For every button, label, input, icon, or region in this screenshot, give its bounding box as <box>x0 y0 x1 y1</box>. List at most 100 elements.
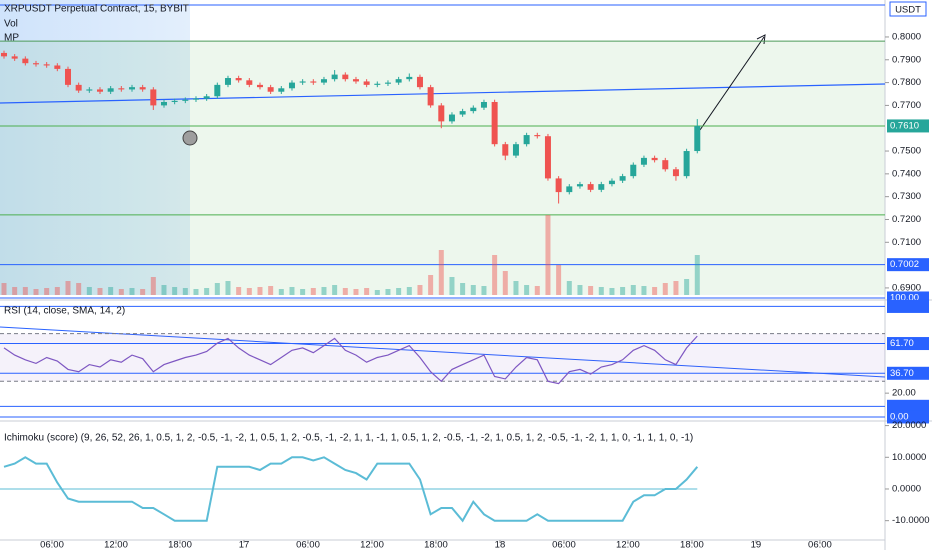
volume-bar <box>492 255 498 295</box>
volume-bar <box>118 289 124 295</box>
candle-body <box>406 76 413 80</box>
price-tag <box>887 299 929 313</box>
y-tick-label: 0.0000 <box>892 483 921 494</box>
x-tick-label: 12:00 <box>360 540 384 550</box>
candle-body <box>118 88 125 90</box>
volume-bar <box>289 287 295 295</box>
x-tick-label: 12:00 <box>104 540 128 550</box>
candle-body <box>694 125 701 152</box>
candle-body <box>427 87 434 106</box>
candle-body <box>75 84 82 91</box>
price-tag <box>887 399 929 413</box>
candle-body <box>598 184 605 190</box>
candle-body <box>683 151 690 177</box>
price-tag-label: 0.7002 <box>890 259 919 270</box>
y-tick-label: 0.7200 <box>892 214 921 225</box>
candle-body <box>672 169 679 177</box>
volume-bar <box>129 288 135 295</box>
candle-body <box>331 74 338 80</box>
candle-body <box>630 164 637 177</box>
candle-body <box>374 83 381 85</box>
candle-body <box>534 135 541 137</box>
volume-bar <box>652 287 658 295</box>
candle-body <box>299 81 306 83</box>
candle-body <box>352 79 359 82</box>
candle-body <box>480 101 487 108</box>
candle-body <box>107 88 114 92</box>
volume-bar <box>385 289 391 295</box>
candle-body <box>448 114 455 122</box>
candle-body <box>43 64 50 66</box>
volume-bar <box>268 286 274 295</box>
x-tick-label: 18:00 <box>424 540 448 550</box>
candle-body <box>32 63 39 65</box>
x-tick-label: 18:00 <box>680 540 704 550</box>
volume-bar <box>545 215 551 295</box>
y-tick-label: 20.0000 <box>892 420 926 431</box>
candle-body <box>54 65 61 69</box>
candle-body <box>512 144 519 156</box>
trend-line <box>0 83 886 104</box>
marker-circle <box>182 130 198 146</box>
currency-box <box>889 1 927 17</box>
candle-body <box>160 101 167 106</box>
volume-bar <box>417 285 423 295</box>
candle-body <box>86 89 93 91</box>
price-tag-label: 0.00 <box>890 411 909 422</box>
volume-bar <box>321 287 327 295</box>
chart-title: XRPUSDT Perpetual Contract, 15, BYBIT <box>4 4 189 15</box>
x-tick-label: 06:00 <box>552 540 576 550</box>
volume-bar <box>630 285 636 295</box>
volume-bar <box>353 289 359 295</box>
candle-body <box>523 135 530 145</box>
volume-bar <box>161 285 167 295</box>
candle-body <box>363 81 370 85</box>
candle-body <box>342 74 349 80</box>
y-tick-label: 0.8000 <box>892 31 921 42</box>
currency: USDT <box>895 5 921 16</box>
indicator-line <box>3 335 698 385</box>
ichimoku-title: Ichimoku (score) (9, 26, 52, 26, 1, 0.5,… <box>4 433 693 444</box>
volume-bar <box>342 288 348 295</box>
volume-bar <box>76 283 82 295</box>
candle-body <box>224 78 231 85</box>
volume-bar <box>470 285 476 295</box>
y-tick-label: 10.0000 <box>892 452 926 463</box>
volume-bar <box>694 255 700 295</box>
volume-bar <box>438 250 444 295</box>
candle-body <box>651 157 658 161</box>
volume-bar <box>108 287 114 295</box>
volume-bar <box>86 287 92 295</box>
volume-bar <box>684 279 690 295</box>
volume-bar <box>140 289 146 295</box>
y-tick-label: 0.6900 <box>892 282 921 293</box>
candle-body <box>416 76 423 88</box>
price-tag <box>887 366 929 380</box>
candle-body <box>320 79 327 83</box>
volume-bar <box>257 287 263 295</box>
candle-body <box>96 89 103 92</box>
volume-bar <box>300 289 306 295</box>
volume-bar <box>481 286 487 295</box>
price-tag <box>887 337 929 351</box>
candle-body <box>555 178 562 193</box>
volume-bar <box>566 281 572 295</box>
y-tick-label: 0.7100 <box>892 237 921 248</box>
candle-body <box>256 84 263 88</box>
volume-bar <box>396 288 402 295</box>
y-tick-label: 0.7300 <box>892 191 921 202</box>
rsi-trend-line <box>0 326 886 378</box>
volume-bar <box>278 289 284 295</box>
volume-bar <box>44 288 50 295</box>
volume-bar <box>236 287 242 295</box>
zone-shade <box>0 41 885 295</box>
candle-body <box>214 84 221 97</box>
volume-bar <box>150 277 156 295</box>
volume-bar <box>620 287 626 295</box>
projection-arrow <box>699 36 765 131</box>
volume-bar <box>172 287 178 295</box>
y-tick-label: 0.7900 <box>892 54 921 65</box>
volume-bar <box>97 288 103 295</box>
candle-body <box>662 160 669 170</box>
rsi-band <box>0 333 885 382</box>
